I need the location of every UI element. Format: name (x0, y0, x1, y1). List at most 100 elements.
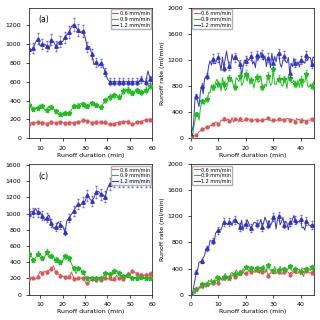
0.6 mm/min (189, 135, 193, 139)
0.9 mm/min (101, 276, 105, 279)
1.2 mm/min (292, 213, 296, 217)
0.9 mm/min (218, 275, 221, 278)
Line: 1.2 mm/min: 1.2 mm/min (29, 181, 152, 232)
0.6 mm/min (124, 119, 127, 123)
0.6 mm/min (103, 121, 107, 124)
1.2 mm/min (313, 222, 316, 226)
Text: (c): (c) (39, 172, 49, 181)
1.2 mm/min (220, 55, 224, 59)
0.9 mm/min (110, 93, 114, 97)
0.6 mm/min (110, 123, 114, 127)
0.9 mm/min (74, 105, 78, 108)
0.6 mm/min (313, 117, 316, 121)
1.2 mm/min (220, 224, 224, 228)
0.6 mm/min (263, 117, 267, 121)
1.2 mm/min (204, 75, 208, 78)
Text: (a): (a) (39, 15, 50, 24)
1.2 mm/min (106, 77, 109, 81)
0.9 mm/min (313, 78, 316, 82)
0.9 mm/min (266, 263, 270, 267)
1.2 mm/min (311, 224, 315, 228)
Legend: 0.6 mm/min, 0.9 mm/min, 1.2 mm/min: 0.6 mm/min, 0.9 mm/min, 1.2 mm/min (111, 9, 151, 29)
1.2 mm/min (112, 179, 116, 183)
0.6 mm/min (220, 279, 224, 283)
X-axis label: Runoff duration (min): Runoff duration (min) (57, 153, 124, 158)
1.2 mm/min (310, 223, 314, 227)
Line: 1.2 mm/min: 1.2 mm/min (191, 51, 315, 134)
Text: (d): (d) (201, 172, 212, 181)
1.2 mm/min (112, 80, 116, 84)
0.9 mm/min (150, 276, 154, 280)
0.9 mm/min (150, 84, 154, 88)
1.2 mm/min (72, 23, 76, 27)
0.9 mm/min (85, 276, 89, 280)
0.6 mm/min (27, 122, 31, 126)
1.2 mm/min (295, 222, 299, 226)
0.6 mm/min (112, 277, 116, 281)
Y-axis label: Runoff rate (ml/min): Runoff rate (ml/min) (160, 41, 165, 105)
1.2 mm/min (108, 80, 112, 84)
0.9 mm/min (27, 252, 31, 256)
0.9 mm/min (220, 76, 224, 79)
Line: 1.2 mm/min: 1.2 mm/min (29, 25, 152, 82)
0.9 mm/min (311, 268, 315, 272)
1.2 mm/min (74, 205, 78, 209)
0.9 mm/min (310, 84, 314, 88)
0.9 mm/min (310, 265, 314, 269)
0.6 mm/min (313, 272, 316, 276)
0.6 mm/min (310, 271, 314, 275)
0.6 mm/min (74, 277, 78, 281)
0.9 mm/min (74, 272, 78, 276)
0.6 mm/min (204, 285, 208, 289)
0.9 mm/min (29, 104, 33, 108)
0.9 mm/min (295, 85, 299, 89)
0.6 mm/min (85, 282, 89, 285)
Line: 0.6 mm/min: 0.6 mm/min (191, 117, 315, 138)
0.6 mm/min (189, 293, 193, 297)
0.9 mm/min (189, 136, 193, 140)
1.2 mm/min (310, 62, 314, 66)
Line: 0.9 mm/min: 0.9 mm/min (191, 69, 315, 138)
0.9 mm/min (313, 269, 316, 273)
0.9 mm/min (29, 254, 33, 258)
Y-axis label: Runoff rate (ml/min): Runoff rate (ml/min) (160, 197, 165, 261)
0.6 mm/min (219, 118, 223, 122)
1.2 mm/min (63, 230, 67, 234)
1.2 mm/min (126, 80, 130, 84)
0.6 mm/min (29, 121, 33, 124)
1.2 mm/min (99, 192, 103, 196)
0.9 mm/min (106, 97, 109, 100)
Legend: 0.6 mm/min, 0.9 mm/min, 1.2 mm/min: 0.6 mm/min, 0.9 mm/min, 1.2 mm/min (111, 165, 151, 185)
0.6 mm/min (190, 136, 194, 140)
0.9 mm/min (45, 250, 49, 254)
1.2 mm/min (150, 179, 154, 183)
0.6 mm/min (52, 264, 55, 268)
0.9 mm/min (99, 105, 103, 109)
1.2 mm/min (29, 210, 33, 213)
0.9 mm/min (218, 81, 221, 85)
Line: 0.9 mm/min: 0.9 mm/min (29, 252, 152, 278)
1.2 mm/min (204, 247, 208, 251)
0.6 mm/min (295, 271, 299, 275)
1.2 mm/min (106, 186, 109, 190)
Line: 0.6 mm/min: 0.6 mm/min (191, 269, 315, 295)
0.6 mm/min (126, 272, 130, 276)
1.2 mm/min (225, 49, 228, 53)
1.2 mm/min (295, 63, 299, 67)
Line: 0.6 mm/min: 0.6 mm/min (29, 120, 152, 125)
0.9 mm/min (148, 84, 152, 88)
1.2 mm/min (313, 56, 316, 60)
0.6 mm/min (311, 268, 315, 272)
X-axis label: Runoff duration (min): Runoff duration (min) (57, 309, 124, 315)
0.6 mm/min (264, 267, 268, 271)
X-axis label: Runoff duration (min): Runoff duration (min) (219, 309, 286, 315)
1.2 mm/min (110, 179, 114, 183)
0.9 mm/min (204, 281, 208, 285)
Line: 1.2 mm/min: 1.2 mm/min (191, 215, 315, 295)
0.6 mm/min (108, 276, 112, 280)
0.6 mm/min (205, 125, 209, 129)
0.9 mm/min (295, 268, 299, 272)
0.6 mm/min (150, 269, 154, 273)
1.2 mm/min (27, 47, 31, 51)
0.9 mm/min (204, 96, 208, 100)
